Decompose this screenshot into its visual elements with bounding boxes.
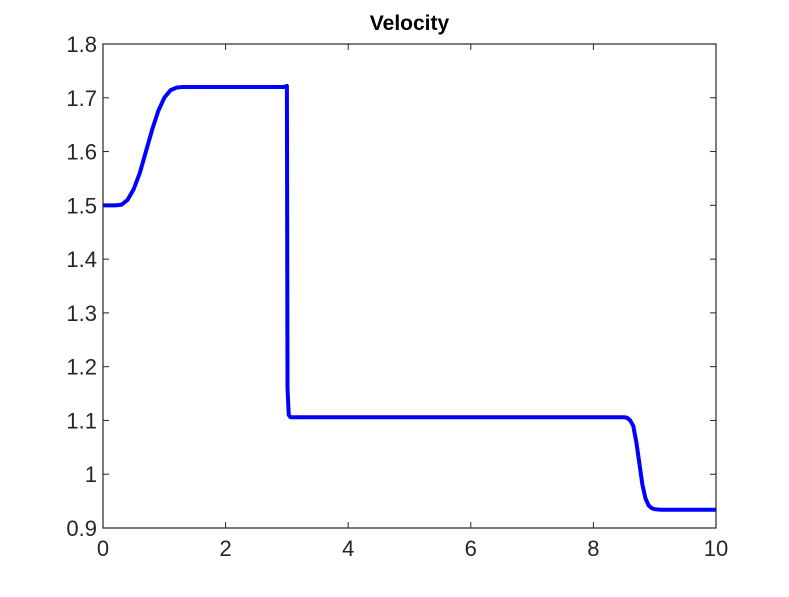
y-tick-label: 1.6	[66, 140, 97, 165]
y-tick-label: 1.5	[66, 193, 97, 218]
plot-background	[103, 44, 716, 528]
x-tick-label: 6	[465, 536, 477, 561]
y-tick-label: 1.4	[66, 247, 97, 272]
x-tick-label: 4	[342, 536, 354, 561]
y-tick-label: 1	[85, 462, 97, 487]
x-tick-label: 2	[219, 536, 231, 561]
y-tick-label: 1.2	[66, 355, 97, 380]
series-layer	[103, 83, 716, 512]
x-tick-label: 0	[97, 536, 109, 561]
chart-title: Velocity	[370, 12, 450, 35]
y-tick-label: 1.7	[66, 86, 97, 111]
x-tick-label: 8	[587, 536, 599, 561]
plot-frame	[102, 43, 717, 529]
y-tick-label: 1.3	[66, 301, 97, 326]
y-tick-label: 0.9	[66, 516, 97, 541]
velocity-series-line	[103, 83, 716, 512]
y-tick-label: 1.1	[66, 408, 97, 433]
y-tick-label: 1.8	[66, 32, 97, 57]
labels-layer: 0 2 4 6 8 10 0.9 1 1.1 1.2 1.3 1.4 1.5 1.6 1.7 1.8	[66, 32, 728, 561]
x-tick-label: 10	[704, 536, 728, 561]
